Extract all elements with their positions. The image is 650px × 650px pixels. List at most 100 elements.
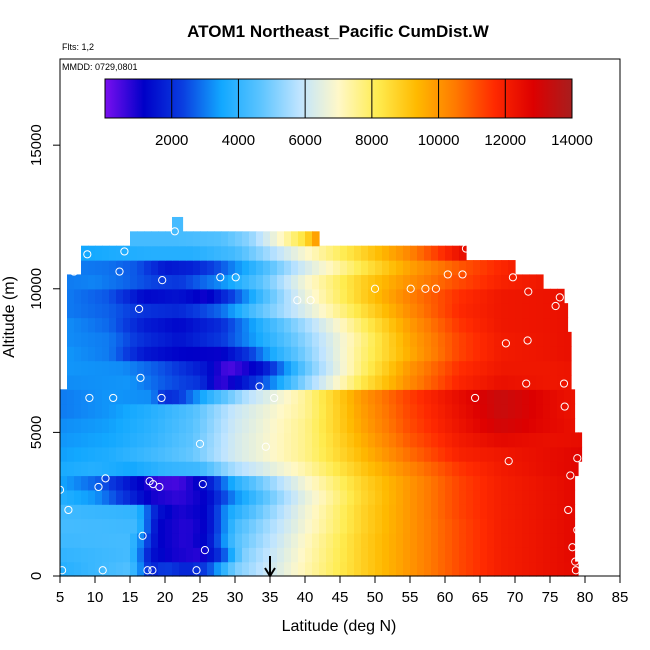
heatmap-cell bbox=[340, 245, 348, 261]
heatmap-cell bbox=[109, 561, 117, 577]
heatmap-cell bbox=[228, 418, 236, 433]
heatmap-cell bbox=[459, 504, 467, 520]
heatmap-cell bbox=[214, 231, 222, 247]
heatmap-cell bbox=[158, 532, 166, 548]
heatmap-cell bbox=[403, 274, 411, 290]
heatmap-cell bbox=[235, 288, 243, 304]
heatmap-cell bbox=[200, 504, 208, 520]
heatmap-cell bbox=[67, 432, 75, 448]
heatmap-cell bbox=[515, 288, 523, 304]
heatmap-cell bbox=[214, 418, 222, 433]
heatmap-cell bbox=[431, 346, 439, 362]
heatmap-cell bbox=[452, 374, 460, 390]
heatmap-cell bbox=[473, 274, 481, 290]
heatmap-cell bbox=[200, 231, 208, 247]
heatmap-cell bbox=[284, 561, 292, 577]
heatmap-cell bbox=[445, 374, 453, 390]
heatmap-cell bbox=[319, 303, 327, 319]
observation-point bbox=[406, 284, 415, 293]
heatmap-cell bbox=[487, 274, 495, 290]
heatmap-cell bbox=[452, 403, 460, 419]
heatmap-cell bbox=[501, 475, 509, 491]
heatmap-cell bbox=[158, 461, 166, 477]
observation-point bbox=[64, 505, 73, 515]
heatmap-cell bbox=[235, 303, 243, 319]
heatmap-cell bbox=[137, 418, 145, 433]
heatmap-cell bbox=[270, 418, 278, 433]
heatmap-cell bbox=[200, 403, 208, 419]
heatmap-cell bbox=[123, 346, 131, 362]
heatmap-cell bbox=[438, 403, 446, 419]
heatmap-cell bbox=[144, 374, 152, 390]
x-tick-label: 75 bbox=[542, 589, 559, 606]
heatmap-cell bbox=[361, 475, 369, 491]
heatmap-cell bbox=[389, 561, 397, 577]
heatmap-cell bbox=[221, 260, 229, 276]
heatmap-cell bbox=[333, 346, 341, 362]
heatmap-cell bbox=[67, 274, 75, 290]
heatmap-cell bbox=[515, 446, 523, 462]
heatmap-cell bbox=[375, 446, 383, 462]
heatmap-cell bbox=[389, 360, 397, 376]
heatmap-cell bbox=[270, 389, 278, 405]
heatmap-cell bbox=[557, 446, 565, 462]
heatmap-cell bbox=[200, 475, 208, 491]
heatmap-cell bbox=[424, 561, 432, 577]
heatmap-cell bbox=[417, 260, 425, 276]
x-tick-label: 40 bbox=[297, 589, 314, 606]
heatmap-cell bbox=[515, 475, 523, 491]
heatmap-cell bbox=[291, 418, 299, 433]
heatmap-cell bbox=[263, 288, 271, 304]
heatmap-cell bbox=[564, 518, 572, 534]
heatmap-cell bbox=[564, 561, 572, 577]
heatmap-cell bbox=[410, 547, 418, 563]
heatmap-cell bbox=[130, 360, 138, 376]
heatmap-cell bbox=[277, 274, 285, 290]
heatmap-cell bbox=[543, 518, 551, 534]
heatmap-cell bbox=[501, 331, 509, 347]
heatmap-cell bbox=[256, 288, 264, 304]
observation-point bbox=[370, 284, 380, 293]
heatmap-cell bbox=[452, 317, 460, 333]
heatmap-cell bbox=[557, 532, 565, 548]
observation-point bbox=[421, 284, 430, 293]
heatmap-cell bbox=[130, 303, 138, 319]
heatmap-cell bbox=[361, 418, 369, 433]
heatmap-cell bbox=[74, 360, 82, 376]
heatmap-cell bbox=[396, 446, 404, 462]
observation-point bbox=[471, 393, 480, 403]
heatmap-cell bbox=[529, 561, 537, 577]
heatmap-cell bbox=[123, 461, 131, 477]
heatmap-cell bbox=[312, 504, 320, 520]
heatmap-cell bbox=[312, 561, 320, 577]
heatmap-cell bbox=[396, 317, 404, 333]
heatmap-cell bbox=[291, 504, 299, 520]
heatmap-cell bbox=[333, 432, 341, 448]
heatmap-cell bbox=[193, 317, 201, 333]
heatmap-cell bbox=[431, 446, 439, 462]
heatmap-cell bbox=[536, 418, 544, 433]
heatmap-cell bbox=[396, 518, 404, 534]
heatmap-cell bbox=[284, 446, 292, 462]
observation-point bbox=[231, 273, 240, 282]
heatmap-cell bbox=[74, 274, 82, 290]
observation-points bbox=[55, 227, 582, 575]
heatmap-cell bbox=[424, 446, 432, 462]
heatmap-cell bbox=[298, 561, 306, 577]
heatmap-cell bbox=[130, 317, 138, 333]
heatmap-cell bbox=[368, 561, 376, 577]
heatmap-cell bbox=[312, 346, 320, 362]
heatmap-cell bbox=[60, 446, 68, 462]
heatmap-cell bbox=[172, 346, 180, 362]
heatmap-cell bbox=[305, 446, 313, 462]
heatmap-cell bbox=[361, 303, 369, 319]
heatmap-cell bbox=[298, 403, 306, 419]
heatmap-cell bbox=[186, 418, 194, 433]
heatmap-cell bbox=[88, 288, 96, 304]
heatmap-cell bbox=[326, 389, 334, 405]
heatmap-cell bbox=[137, 260, 145, 276]
heatmap-cell bbox=[207, 418, 215, 433]
heatmap-cell bbox=[151, 432, 159, 448]
heatmap-cell bbox=[95, 518, 103, 534]
heatmap-cell bbox=[284, 489, 292, 505]
